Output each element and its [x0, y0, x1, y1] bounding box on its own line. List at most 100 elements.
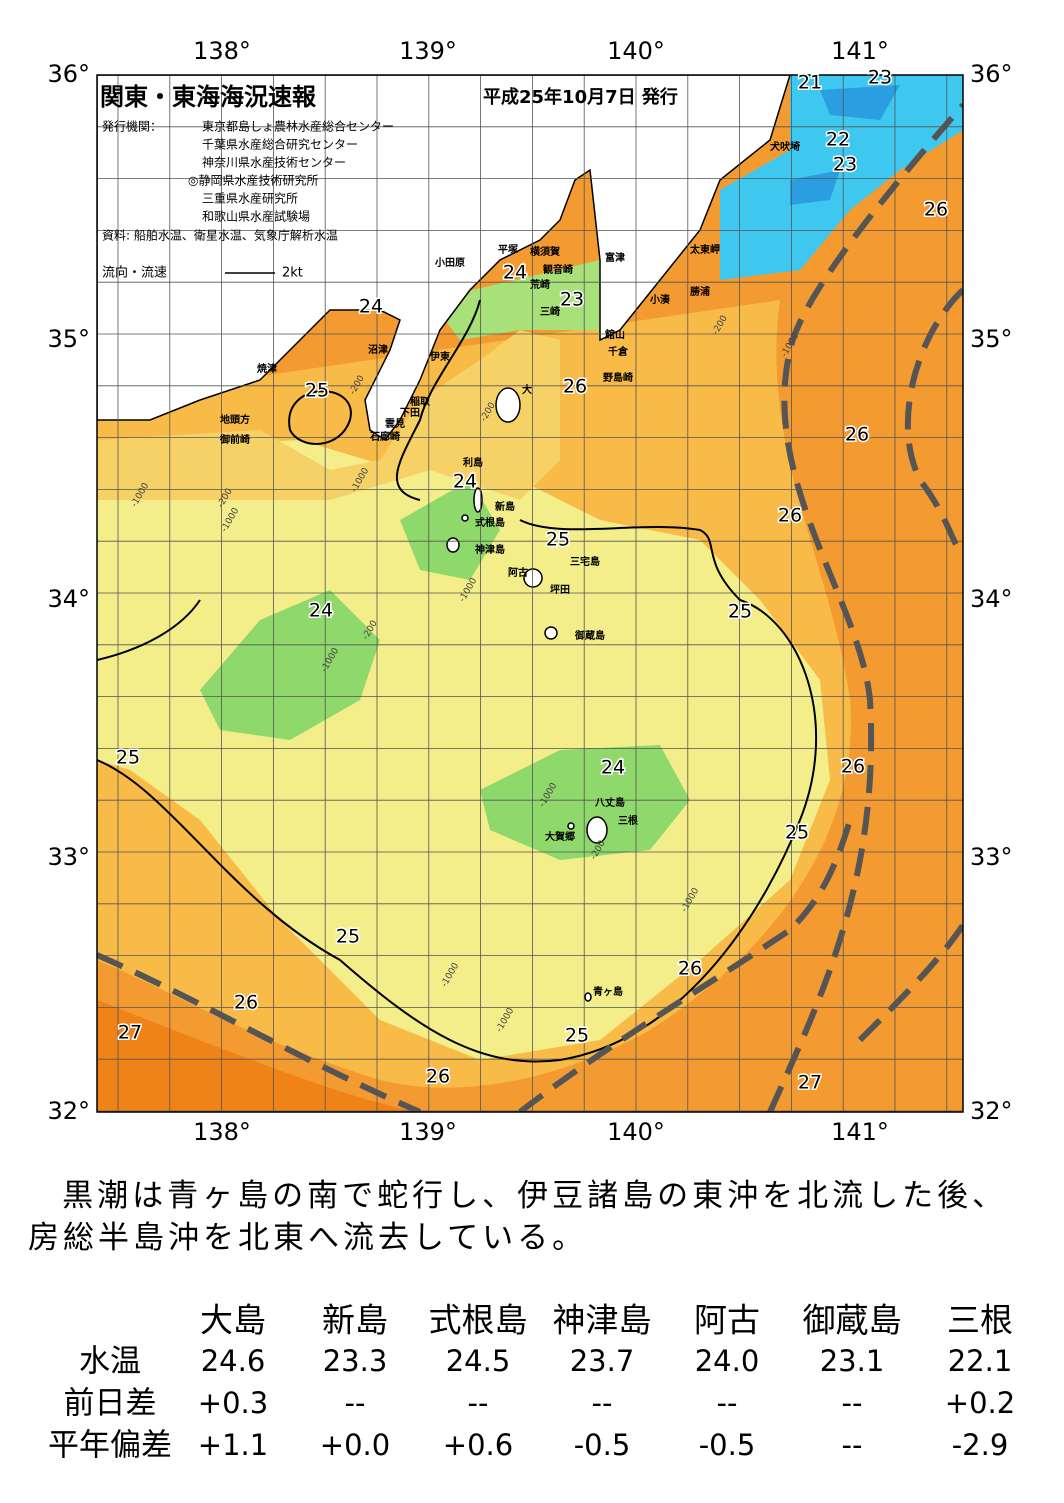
- isotherm-label: 21: [798, 72, 822, 94]
- latitude-label: 34°: [970, 585, 1013, 613]
- table-header: 大島: [200, 1301, 266, 1340]
- publisher: 三重県水産研究所: [202, 191, 298, 206]
- table-cell: -0.5: [699, 1428, 756, 1462]
- place-name: 御前崎: [219, 433, 250, 446]
- sea-24: [200, 590, 380, 740]
- table-cell: --: [468, 1386, 489, 1420]
- longitude-label: 140°: [607, 1118, 665, 1146]
- isotherm-label: 25: [565, 1025, 589, 1047]
- longitude-label: 141°: [831, 1118, 889, 1146]
- sea-band: [97, 330, 560, 500]
- place-name: 稲取: [410, 395, 431, 408]
- isotherm-label: 27: [798, 1072, 822, 1094]
- sources: 資料: 船舶水温、衛星水温、気象庁解析水温: [102, 228, 338, 243]
- table-cell: -2.9: [952, 1428, 1009, 1462]
- place-name: 平塚: [498, 243, 518, 256]
- sea-hot: [97, 1000, 420, 1112]
- islands: [446, 387, 608, 1002]
- sea-cold: [790, 85, 900, 205]
- isotherm-label: 25: [305, 380, 329, 402]
- table-row-label: 水温: [79, 1344, 141, 1380]
- place-name: 太東岬: [689, 243, 720, 256]
- map-frame: [96, 74, 964, 1113]
- table-cell: +1.1: [198, 1428, 268, 1462]
- table-cell: 23.7: [570, 1344, 635, 1378]
- isotherm-label: 25: [785, 822, 809, 844]
- publisher: 千葉県水産総合研究センター: [202, 137, 358, 152]
- latitude-label: 32°: [970, 1097, 1013, 1125]
- isotherm-label: 23: [560, 289, 584, 311]
- place-name: 富津: [605, 251, 625, 264]
- legend-label: 流向・流速: [102, 265, 167, 281]
- isotherm-label: 24: [601, 757, 625, 779]
- table-cell: +0.2: [945, 1386, 1015, 1420]
- place-name: 下田: [400, 407, 420, 419]
- place-name: 小田原: [434, 256, 465, 269]
- land: [97, 75, 791, 442]
- sea-25: [97, 440, 830, 1060]
- place-name: 三宅島: [570, 555, 600, 568]
- place-name: 利島: [463, 456, 483, 469]
- latitude-label: 34°: [47, 585, 90, 613]
- place-name: 大: [522, 383, 532, 396]
- isotherm-label: 25: [728, 601, 752, 623]
- table-cell: --: [842, 1428, 863, 1462]
- longitude-label: 138°: [193, 1118, 251, 1146]
- place-name: 焼津: [257, 362, 277, 375]
- isotherm-label: 26: [841, 756, 865, 778]
- table-header: 三根: [947, 1301, 1013, 1340]
- table-cell: 24.0: [695, 1344, 760, 1378]
- place-name: 雲見: [385, 418, 405, 430]
- isotherm-label: 24: [503, 262, 527, 284]
- isotherm-label: 23: [868, 67, 892, 89]
- place-name: 三根: [618, 814, 638, 827]
- sea-cold: [720, 75, 963, 280]
- publisher: 和歌山県水産試験場: [202, 209, 310, 224]
- place-name: 阿古: [508, 566, 528, 579]
- latitude-label: 33°: [47, 843, 90, 871]
- place-name: 観音崎: [543, 263, 573, 276]
- table-cell: +0.3: [198, 1386, 268, 1420]
- isotherm-label: 25: [336, 926, 360, 948]
- place-name: 千倉: [608, 345, 629, 358]
- kuroshio: [97, 103, 963, 1112]
- isotherm-label: 26: [845, 424, 869, 446]
- legend-scale: 2kt: [282, 266, 303, 281]
- map-area: [97, 75, 963, 1112]
- place-name: 伊東: [429, 350, 450, 363]
- isotherm-label: 25: [546, 529, 570, 551]
- table-header: 式根島: [429, 1301, 528, 1340]
- isotherm-label: 26: [234, 992, 258, 1014]
- place-name: 坪田: [550, 583, 570, 596]
- date: 平成25年10月7日 発行: [483, 86, 678, 108]
- isotherm-label: 25: [116, 747, 140, 769]
- isotherm-label: 26: [924, 199, 948, 221]
- latitude-label: 33°: [970, 843, 1013, 871]
- place-name: 式根島: [475, 516, 505, 529]
- place-name: 地頭方: [220, 413, 250, 426]
- table-cell: -0.5: [574, 1428, 631, 1462]
- place-name: 館山: [604, 328, 625, 341]
- isotherm-label: 26: [563, 376, 587, 398]
- isotherm-label: 26: [778, 505, 802, 527]
- latitude-label: 32°: [47, 1097, 90, 1125]
- publisher: 神奈川県水産技術センター: [202, 155, 346, 170]
- latitude-label: 36°: [970, 60, 1013, 88]
- table-header: 新島: [322, 1301, 388, 1340]
- isotherm-label: 24: [309, 600, 333, 622]
- table-cell: 23.3: [323, 1344, 388, 1378]
- publisher: 東京都島しょ農林水産総合センター: [202, 119, 394, 134]
- table-cell: 22.1: [948, 1344, 1013, 1378]
- table-cell: --: [592, 1386, 613, 1420]
- place-name: 荒崎: [529, 278, 550, 291]
- place-name: 大賀郷: [545, 830, 575, 843]
- table-row-label: 平年偏差: [48, 1428, 172, 1464]
- isotherm-label: 22: [826, 129, 850, 151]
- place-name: 青ヶ島: [593, 985, 623, 998]
- isotherm-label: 24: [453, 471, 477, 493]
- longitude-label: 139°: [399, 1118, 457, 1146]
- place-name: 御蔵島: [574, 629, 605, 642]
- latitude-label: 36°: [47, 60, 90, 88]
